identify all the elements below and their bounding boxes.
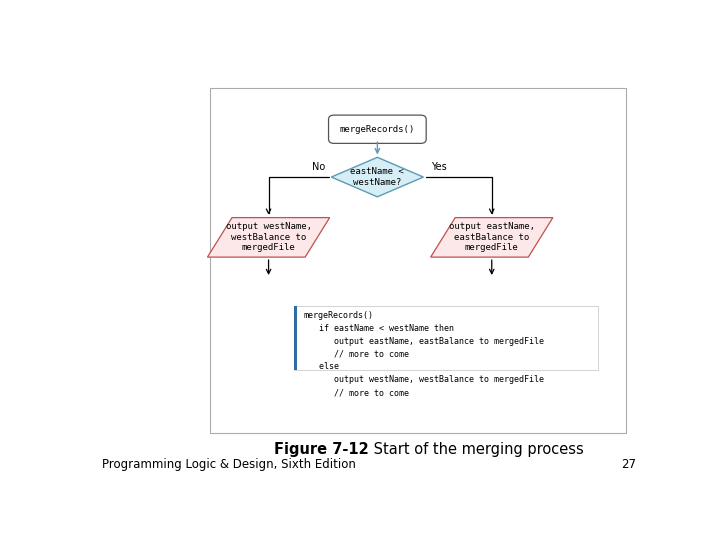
Polygon shape (331, 157, 423, 197)
Text: No: No (312, 161, 325, 172)
Bar (294, 306, 297, 370)
FancyBboxPatch shape (328, 115, 426, 144)
FancyBboxPatch shape (210, 87, 626, 433)
Text: output eastName,
eastBalance to
mergedFile: output eastName, eastBalance to mergedFi… (449, 222, 535, 252)
Text: Figure 7-12: Figure 7-12 (274, 442, 369, 457)
Text: output westName,
westBalance to
mergedFile: output westName, westBalance to mergedFi… (225, 222, 312, 252)
Text: mergeRecords()
   if eastName < westName then
      output eastName, eastBalance: mergeRecords() if eastName < westName th… (304, 311, 544, 397)
Text: mergeRecords(): mergeRecords() (340, 125, 415, 134)
Text: eastName <
westName?: eastName < westName? (351, 167, 404, 187)
Text: 27: 27 (621, 458, 636, 471)
Text: Yes: Yes (431, 161, 446, 172)
Text: Start of the merging process: Start of the merging process (369, 442, 584, 457)
Text: Programming Logic & Design, Sixth Edition: Programming Logic & Design, Sixth Editio… (102, 458, 356, 471)
Polygon shape (207, 218, 330, 257)
FancyBboxPatch shape (294, 306, 598, 370)
Polygon shape (431, 218, 553, 257)
